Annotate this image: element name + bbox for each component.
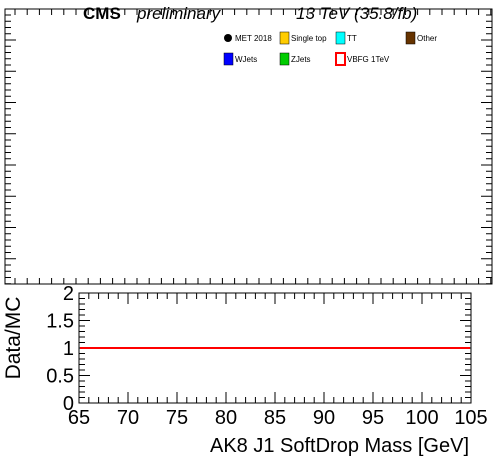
cms-label: CMS (83, 4, 121, 23)
ratio-x-tick-label: 90 (313, 407, 335, 429)
legend-label: Single top (291, 34, 327, 43)
main-plot-frame (4, 8, 493, 285)
ratio-y-axis-label: Data/MC (2, 297, 25, 380)
main-panel-tick-marks (5, 9, 492, 285)
x-axis-label: AK8 J1 SoftDrop Mass [GeV] (210, 435, 469, 457)
ratio-x-tick-labels: 65 70 75 80 85 90 95 100 105 (68, 407, 488, 429)
legend-label: TT (347, 34, 357, 43)
ratio-x-tick-label: 105 (454, 407, 487, 429)
legend-marker-box (279, 52, 290, 66)
legend-entry: VBFG 1TeV (335, 52, 390, 66)
legend-marker-open-box (335, 52, 346, 66)
legend-entry: MET 2018 (224, 34, 272, 43)
legend-label: WJets (235, 55, 257, 64)
legend-entry: TT (335, 31, 357, 45)
ratio-x-tick-label: 95 (362, 407, 384, 429)
legend-label: MET 2018 (235, 34, 272, 43)
legend-marker-box (279, 31, 290, 45)
legend-label: VBFG 1TeV (347, 55, 390, 64)
legend-marker-box (335, 31, 346, 45)
legend-marker-box (223, 52, 234, 66)
legend: MET 2018 Single top TT Other WJets ZJets VBFG … (223, 31, 437, 66)
legend-entry: Other (405, 31, 437, 45)
ratio-x-tick-label: 75 (166, 407, 188, 429)
ratio-x-tick-label: 85 (264, 407, 286, 429)
ratio-x-tick-label: 100 (405, 407, 438, 429)
lumi-label: 13 TeV (35.8/fb) (296, 4, 417, 23)
legend-label: Other (417, 34, 437, 43)
preliminary-label: preliminary (136, 4, 222, 23)
ratio-y-tick-label: 0.5 (46, 366, 74, 388)
ratio-panel-tick-marks (78, 292, 472, 404)
ratio-y-tick-labels: 0 0.5 1 1.5 2 (46, 283, 74, 415)
ratio-x-tick-label: 70 (117, 407, 139, 429)
ratio-x-tick-label: 65 (68, 407, 90, 429)
legend-marker-dot (224, 34, 232, 42)
ratio-y-tick-label: 2 (63, 283, 74, 305)
legend-entry: Single top (279, 31, 327, 45)
ratio-y-tick-label: 0 (63, 393, 74, 415)
legend-entry: ZJets (279, 52, 311, 66)
legend-marker-box (405, 31, 416, 45)
ratio-y-tick-label: 1.5 (46, 311, 74, 333)
legend-entry: WJets (223, 52, 257, 66)
legend-label: ZJets (291, 55, 311, 64)
ratio-x-tick-label: 80 (215, 407, 237, 429)
ratio-y-tick-label: 1 (63, 338, 74, 360)
